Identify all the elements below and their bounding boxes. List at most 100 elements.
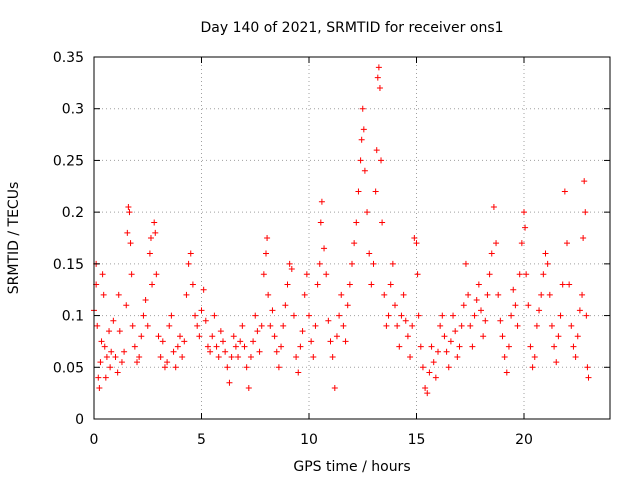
data-point bbox=[548, 322, 555, 329]
data-point bbox=[383, 322, 390, 329]
data-point bbox=[129, 322, 136, 329]
data-point bbox=[318, 198, 325, 205]
data-point bbox=[512, 302, 519, 309]
x-tick-label: 5 bbox=[197, 432, 206, 448]
data-point bbox=[340, 322, 347, 329]
data-point bbox=[177, 333, 183, 340]
data-point bbox=[381, 291, 388, 298]
data-point bbox=[123, 302, 130, 309]
data-point bbox=[288, 266, 295, 273]
data-point bbox=[400, 291, 407, 298]
data-point bbox=[357, 157, 364, 164]
data-point bbox=[280, 322, 287, 329]
data-point bbox=[202, 317, 209, 324]
data-point bbox=[312, 322, 319, 329]
data-point bbox=[503, 369, 510, 376]
y-axis-label: SRMTID / TECUs bbox=[6, 182, 22, 295]
data-point bbox=[290, 312, 297, 319]
data-point bbox=[359, 105, 366, 112]
data-point bbox=[118, 359, 125, 366]
data-point bbox=[189, 281, 196, 288]
data-point bbox=[342, 338, 349, 345]
data-point bbox=[411, 235, 418, 241]
data-point bbox=[260, 271, 267, 278]
data-point bbox=[450, 312, 457, 319]
data-point bbox=[166, 322, 173, 329]
data-point bbox=[518, 240, 525, 247]
data-point bbox=[228, 353, 235, 360]
data-point bbox=[374, 74, 381, 81]
data-point bbox=[303, 271, 310, 278]
data-point bbox=[540, 271, 547, 278]
y-tick-label: 0.05 bbox=[53, 360, 84, 376]
data-point bbox=[536, 307, 543, 314]
data-point bbox=[164, 359, 171, 366]
data-point bbox=[424, 390, 431, 397]
data-point bbox=[215, 353, 222, 360]
data-point bbox=[179, 353, 186, 360]
data-point bbox=[329, 353, 336, 360]
data-point bbox=[486, 271, 493, 278]
data-point bbox=[349, 260, 355, 267]
data-point bbox=[551, 343, 558, 350]
data-point bbox=[379, 219, 386, 226]
data-point bbox=[426, 369, 433, 376]
data-point bbox=[124, 229, 131, 236]
data-point bbox=[417, 343, 424, 350]
data-point bbox=[582, 209, 589, 216]
data-point bbox=[542, 250, 549, 257]
data-point bbox=[95, 374, 102, 381]
data-point bbox=[263, 250, 269, 257]
data-point bbox=[247, 353, 254, 360]
data-point bbox=[103, 353, 110, 360]
y-tick-label: 0.35 bbox=[53, 50, 84, 66]
y-tick-label: 0.2 bbox=[62, 205, 84, 221]
data-point bbox=[439, 312, 446, 319]
data-point bbox=[101, 343, 108, 350]
data-point bbox=[116, 328, 123, 335]
data-point bbox=[351, 240, 358, 247]
data-point bbox=[331, 384, 338, 391]
data-point bbox=[460, 302, 467, 309]
data-point bbox=[493, 240, 500, 247]
data-point bbox=[419, 364, 426, 371]
data-point bbox=[295, 369, 302, 376]
data-point bbox=[121, 348, 128, 355]
data-point bbox=[94, 322, 101, 329]
data-point bbox=[372, 188, 379, 195]
data-point bbox=[254, 328, 261, 335]
data-point bbox=[437, 322, 444, 329]
data-point bbox=[149, 281, 156, 288]
data-point bbox=[144, 322, 151, 329]
data-point bbox=[131, 343, 138, 350]
data-point bbox=[447, 338, 454, 345]
data-point bbox=[398, 312, 405, 319]
data-point bbox=[414, 271, 421, 278]
data-point bbox=[134, 359, 140, 366]
data-point bbox=[275, 364, 282, 371]
data-point bbox=[484, 291, 491, 298]
plot-frame bbox=[93, 56, 611, 420]
data-point bbox=[207, 348, 214, 355]
data-point bbox=[196, 333, 203, 340]
data-point bbox=[107, 364, 114, 371]
data-point bbox=[237, 338, 244, 345]
data-point bbox=[454, 353, 461, 360]
data-point bbox=[146, 250, 153, 257]
data-point bbox=[106, 328, 113, 335]
data-point bbox=[473, 297, 480, 304]
data-point bbox=[531, 353, 538, 360]
x-axis-label: GPS time / hours bbox=[293, 459, 410, 475]
data-point bbox=[152, 229, 159, 236]
data-point bbox=[366, 250, 373, 257]
data-point bbox=[297, 343, 304, 350]
data-point bbox=[172, 364, 179, 371]
data-point bbox=[136, 353, 143, 360]
data-point bbox=[159, 338, 166, 345]
data-point bbox=[293, 353, 300, 360]
x-tick-label: 10 bbox=[300, 432, 318, 448]
data-point bbox=[581, 178, 588, 185]
data-point bbox=[458, 322, 465, 329]
data-point bbox=[415, 312, 422, 319]
data-point bbox=[98, 338, 105, 345]
